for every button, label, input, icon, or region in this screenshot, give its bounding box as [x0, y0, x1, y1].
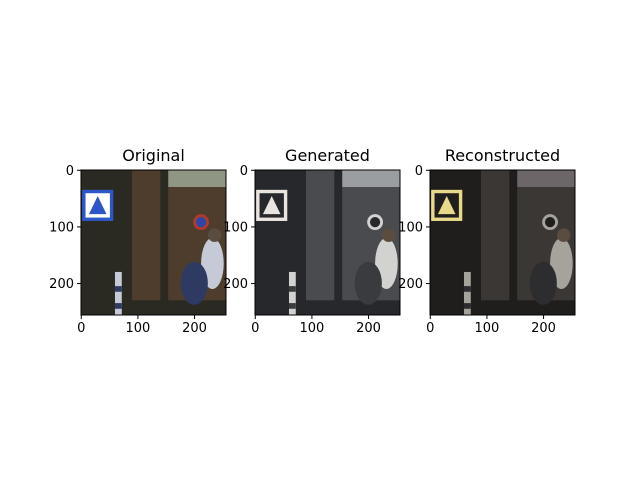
post-stripe-shape: [463, 286, 471, 292]
post-shape: [114, 271, 122, 315]
y-tick-label: 0: [240, 164, 248, 179]
x-tick-label: 100: [300, 321, 325, 336]
x-tick-label: 0: [426, 321, 434, 336]
panel-1: Original 0 0 100 100 200 200: [49, 146, 227, 336]
y-tick-label: 200: [223, 277, 248, 292]
post-stripe-shape: [288, 286, 296, 292]
y-tick-label: 200: [398, 277, 423, 292]
x-tick-label: 100: [475, 321, 500, 336]
axes-frame: [429, 169, 576, 316]
sky-shape: [165, 170, 226, 187]
y-tick-label: 200: [49, 277, 74, 292]
y-tick-label: 100: [223, 220, 248, 235]
axes-frame: [80, 169, 227, 316]
panel-image: [81, 170, 226, 315]
x-tick-label: 100: [126, 321, 151, 336]
pole-shape: [509, 170, 518, 315]
x-tick-label: 200: [356, 321, 381, 336]
x-tick-label: 0: [251, 321, 259, 336]
pole-shape: [334, 170, 343, 315]
x-tick-label: 200: [531, 321, 556, 336]
crossing-sign-triangle-shape: [437, 196, 456, 215]
post-stripe-shape: [114, 303, 122, 309]
round-sign-inner-shape: [369, 217, 381, 228]
post-shape: [463, 271, 471, 315]
head-shape: [207, 228, 222, 242]
panel-2: Generated 0 0 100 100 200 200: [223, 146, 401, 336]
y-tick-label: 0: [415, 164, 423, 179]
sky-shape: [339, 170, 400, 187]
backpack-shape: [180, 261, 208, 305]
round-sign-inner-shape: [544, 217, 556, 228]
crossing-sign-triangle-shape: [262, 196, 281, 215]
y-tick-label: 100: [398, 220, 423, 235]
ground-shape: [255, 300, 400, 315]
panel-image: [430, 170, 575, 315]
head-shape: [381, 228, 396, 242]
round-sign-inner-shape: [195, 217, 207, 228]
panel-image: [255, 170, 400, 315]
ground-shape: [81, 300, 226, 315]
backpack-shape: [529, 261, 557, 305]
post-stripe-shape: [463, 303, 471, 309]
backpack-shape: [354, 261, 382, 305]
post-stripe-shape: [288, 303, 296, 309]
panel-3: Reconstructed 0 0 100 100 200 200: [398, 146, 576, 336]
panel-title: Reconstructed: [445, 146, 560, 165]
panel-title: Generated: [285, 146, 370, 165]
pole-shape: [160, 170, 169, 315]
head-shape: [556, 228, 571, 242]
x-tick-label: 200: [182, 321, 207, 336]
crossing-sign-triangle-shape: [88, 196, 107, 215]
panel-title: Original: [122, 146, 185, 165]
x-tick-label: 0: [77, 321, 85, 336]
sky-shape: [514, 170, 575, 187]
y-tick-label: 0: [66, 164, 74, 179]
ground-shape: [430, 300, 575, 315]
post-shape: [288, 271, 296, 315]
axes-frame: [254, 169, 401, 316]
y-tick-label: 100: [49, 220, 74, 235]
post-stripe-shape: [114, 286, 122, 292]
panels: Original 0 0 100 100 200 200 Generated 0 0 100 100 2…: [49, 146, 576, 336]
